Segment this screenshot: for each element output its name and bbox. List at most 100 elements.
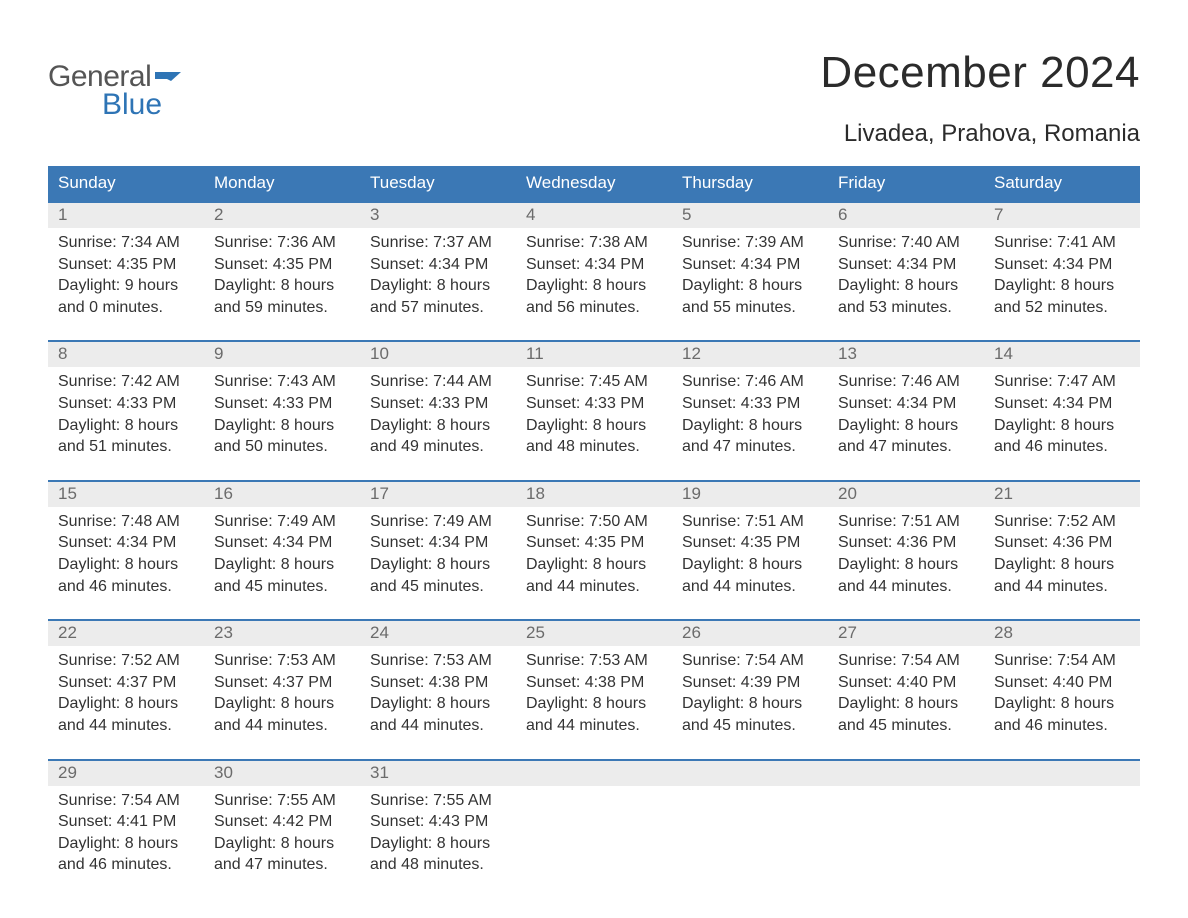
week-row: 293031Sunrise: 7:54 AMSunset: 4:41 PMDay… bbox=[48, 759, 1140, 898]
day-number: 28 bbox=[984, 621, 1140, 646]
day-number bbox=[828, 761, 984, 786]
day-cell: Sunrise: 7:36 AMSunset: 4:35 PMDaylight:… bbox=[204, 228, 360, 318]
brand-blue: Blue bbox=[102, 88, 181, 122]
weekday-header-row: Sunday Monday Tuesday Wednesday Thursday… bbox=[48, 166, 1140, 201]
day-cell: Sunrise: 7:49 AMSunset: 4:34 PMDaylight:… bbox=[204, 507, 360, 597]
day-number: 7 bbox=[984, 203, 1140, 228]
sunset-line: Sunset: 4:40 PM bbox=[994, 672, 1130, 694]
day-number: 29 bbox=[48, 761, 204, 786]
day-cell: Sunrise: 7:41 AMSunset: 4:34 PMDaylight:… bbox=[984, 228, 1140, 318]
day-number: 15 bbox=[48, 482, 204, 507]
daylight-line-2: and 45 minutes. bbox=[682, 715, 818, 737]
day-number: 23 bbox=[204, 621, 360, 646]
sunset-line: Sunset: 4:34 PM bbox=[994, 254, 1130, 276]
sunrise-line: Sunrise: 7:41 AM bbox=[994, 232, 1130, 254]
sunset-line: Sunset: 4:37 PM bbox=[214, 672, 350, 694]
day-number bbox=[516, 761, 672, 786]
sunset-line: Sunset: 4:41 PM bbox=[58, 811, 194, 833]
day-number: 17 bbox=[360, 482, 516, 507]
daylight-line-1: Daylight: 8 hours bbox=[838, 693, 974, 715]
daylight-line-2: and 47 minutes. bbox=[214, 854, 350, 876]
daylight-line-1: Daylight: 8 hours bbox=[370, 275, 506, 297]
sunrise-line: Sunrise: 7:54 AM bbox=[838, 650, 974, 672]
daylight-line-2: and 44 minutes. bbox=[214, 715, 350, 737]
daylight-line-2: and 59 minutes. bbox=[214, 297, 350, 319]
daylight-line-1: Daylight: 8 hours bbox=[994, 415, 1130, 437]
day-number: 10 bbox=[360, 342, 516, 367]
sunset-line: Sunset: 4:33 PM bbox=[214, 393, 350, 415]
daylight-line-1: Daylight: 8 hours bbox=[58, 693, 194, 715]
day-cell: Sunrise: 7:50 AMSunset: 4:35 PMDaylight:… bbox=[516, 507, 672, 597]
daylight-line-2: and 47 minutes. bbox=[838, 436, 974, 458]
daylight-line-1: Daylight: 8 hours bbox=[838, 554, 974, 576]
daylight-line-1: Daylight: 8 hours bbox=[370, 693, 506, 715]
day-number: 18 bbox=[516, 482, 672, 507]
day-number: 21 bbox=[984, 482, 1140, 507]
daylight-line-1: Daylight: 8 hours bbox=[682, 415, 818, 437]
calendar: Sunday Monday Tuesday Wednesday Thursday… bbox=[48, 166, 1140, 898]
daylight-line-1: Daylight: 8 hours bbox=[58, 554, 194, 576]
sunset-line: Sunset: 4:33 PM bbox=[682, 393, 818, 415]
daylight-line-2: and 46 minutes. bbox=[58, 576, 194, 598]
sunrise-line: Sunrise: 7:51 AM bbox=[682, 511, 818, 533]
weekday-header: Sunday bbox=[48, 166, 204, 201]
sunrise-line: Sunrise: 7:51 AM bbox=[838, 511, 974, 533]
day-cell: Sunrise: 7:52 AMSunset: 4:37 PMDaylight:… bbox=[48, 646, 204, 736]
header: General Blue December 2024 Livadea, Prah… bbox=[48, 48, 1140, 148]
daylight-line-2: and 44 minutes. bbox=[526, 715, 662, 737]
day-cell bbox=[516, 786, 672, 876]
sunrise-line: Sunrise: 7:55 AM bbox=[370, 790, 506, 812]
sunset-line: Sunset: 4:35 PM bbox=[526, 532, 662, 554]
day-cell: Sunrise: 7:46 AMSunset: 4:33 PMDaylight:… bbox=[672, 367, 828, 457]
sunset-line: Sunset: 4:34 PM bbox=[682, 254, 818, 276]
sunset-line: Sunset: 4:34 PM bbox=[370, 532, 506, 554]
day-cell: Sunrise: 7:53 AMSunset: 4:37 PMDaylight:… bbox=[204, 646, 360, 736]
flag-icon bbox=[155, 70, 181, 88]
daylight-line-2: and 44 minutes. bbox=[682, 576, 818, 598]
sunrise-line: Sunrise: 7:54 AM bbox=[994, 650, 1130, 672]
sunset-line: Sunset: 4:38 PM bbox=[370, 672, 506, 694]
day-number: 27 bbox=[828, 621, 984, 646]
day-number: 16 bbox=[204, 482, 360, 507]
day-number: 6 bbox=[828, 203, 984, 228]
sunrise-line: Sunrise: 7:34 AM bbox=[58, 232, 194, 254]
day-number: 9 bbox=[204, 342, 360, 367]
weeks-container: 1234567Sunrise: 7:34 AMSunset: 4:35 PMDa… bbox=[48, 201, 1140, 898]
sunset-line: Sunset: 4:34 PM bbox=[994, 393, 1130, 415]
daylight-line-1: Daylight: 8 hours bbox=[370, 415, 506, 437]
day-number: 13 bbox=[828, 342, 984, 367]
sunrise-line: Sunrise: 7:54 AM bbox=[682, 650, 818, 672]
daylight-line-1: Daylight: 8 hours bbox=[838, 275, 974, 297]
daylight-line-2: and 49 minutes. bbox=[370, 436, 506, 458]
day-number: 11 bbox=[516, 342, 672, 367]
sunrise-line: Sunrise: 7:47 AM bbox=[994, 371, 1130, 393]
daylight-line-1: Daylight: 8 hours bbox=[994, 275, 1130, 297]
daylight-line-2: and 52 minutes. bbox=[994, 297, 1130, 319]
daylight-line-1: Daylight: 8 hours bbox=[838, 415, 974, 437]
sunrise-line: Sunrise: 7:53 AM bbox=[526, 650, 662, 672]
day-cell: Sunrise: 7:54 AMSunset: 4:40 PMDaylight:… bbox=[984, 646, 1140, 736]
day-cell: Sunrise: 7:39 AMSunset: 4:34 PMDaylight:… bbox=[672, 228, 828, 318]
day-number: 20 bbox=[828, 482, 984, 507]
daylight-line-2: and 44 minutes. bbox=[994, 576, 1130, 598]
daylight-line-1: Daylight: 8 hours bbox=[526, 415, 662, 437]
sunset-line: Sunset: 4:42 PM bbox=[214, 811, 350, 833]
daynum-row: 1234567 bbox=[48, 203, 1140, 228]
week-row: 22232425262728Sunrise: 7:52 AMSunset: 4:… bbox=[48, 619, 1140, 758]
day-number: 22 bbox=[48, 621, 204, 646]
day-cell: Sunrise: 7:34 AMSunset: 4:35 PMDaylight:… bbox=[48, 228, 204, 318]
day-number: 14 bbox=[984, 342, 1140, 367]
day-number bbox=[984, 761, 1140, 786]
daylight-line-2: and 56 minutes. bbox=[526, 297, 662, 319]
daylight-line-2: and 45 minutes. bbox=[214, 576, 350, 598]
day-cell: Sunrise: 7:51 AMSunset: 4:36 PMDaylight:… bbox=[828, 507, 984, 597]
daylight-line-2: and 48 minutes. bbox=[370, 854, 506, 876]
daylight-line-2: and 53 minutes. bbox=[838, 297, 974, 319]
page-title: December 2024 bbox=[820, 48, 1140, 98]
daylight-line-1: Daylight: 9 hours bbox=[58, 275, 194, 297]
daylight-line-1: Daylight: 8 hours bbox=[682, 275, 818, 297]
weekday-header: Friday bbox=[828, 166, 984, 201]
day-cell: Sunrise: 7:51 AMSunset: 4:35 PMDaylight:… bbox=[672, 507, 828, 597]
day-number: 3 bbox=[360, 203, 516, 228]
day-cell: Sunrise: 7:54 AMSunset: 4:40 PMDaylight:… bbox=[828, 646, 984, 736]
